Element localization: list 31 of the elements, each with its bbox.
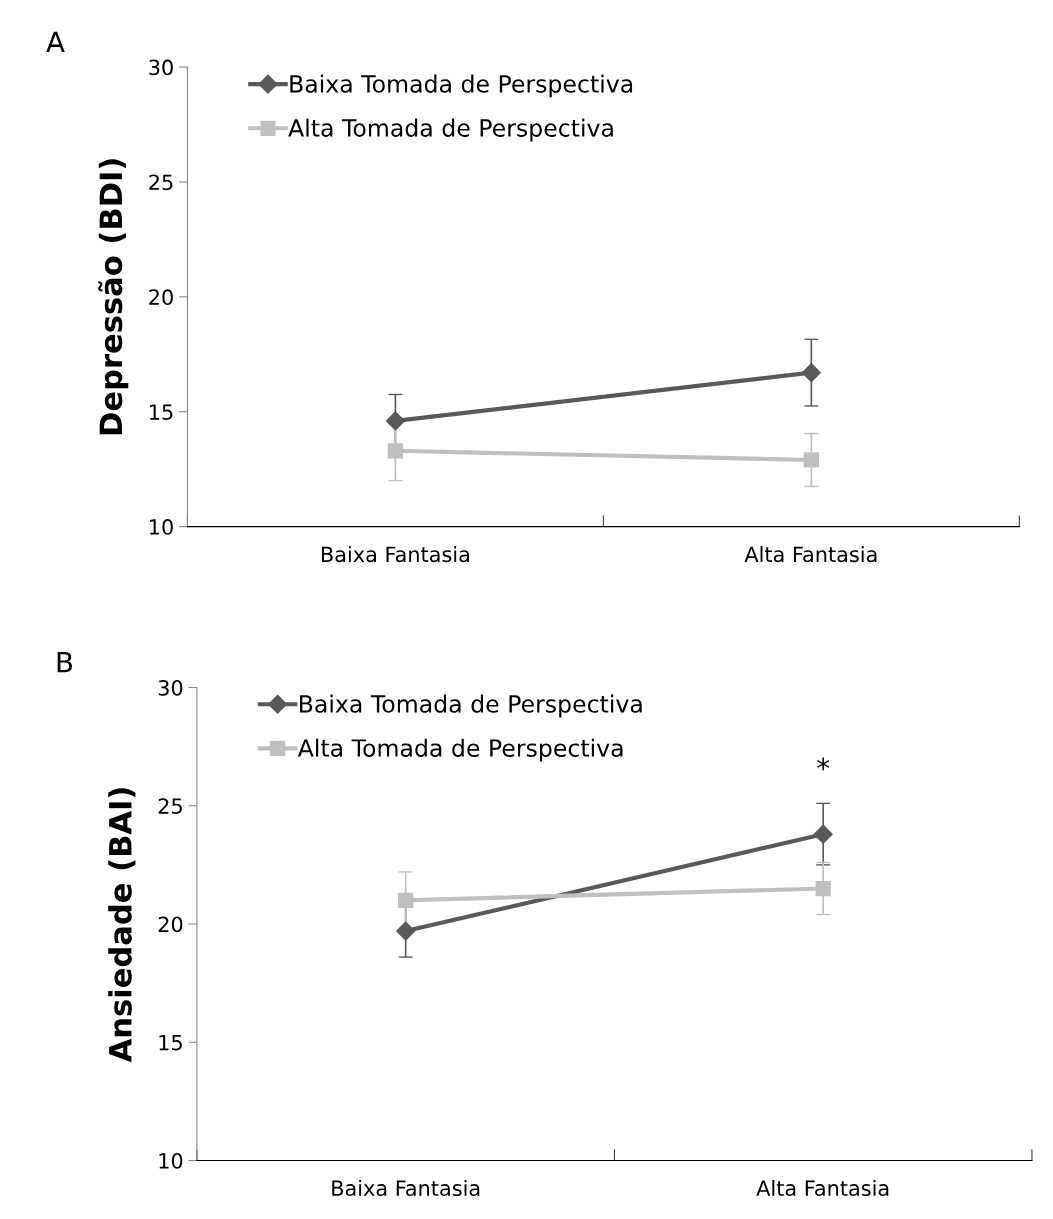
x-tick-label: Alta Fantasia bbox=[744, 546, 877, 563]
x-tick-label: Baixa Fantasia bbox=[332, 1179, 480, 1197]
point bbox=[801, 363, 821, 383]
y-tick-label: 10 bbox=[159, 1152, 183, 1169]
y-tick-label: 25 bbox=[149, 174, 173, 191]
y-tick-label: 15 bbox=[159, 1034, 182, 1051]
y-tick-label: 20 bbox=[158, 916, 183, 933]
y-tick-label: 30 bbox=[149, 59, 173, 76]
point bbox=[398, 892, 414, 908]
y-axis-title: Depressão (BDI) bbox=[98, 159, 129, 435]
y-tick-label: 20 bbox=[149, 289, 173, 306]
y-tick-label: 15 bbox=[150, 404, 173, 420]
point bbox=[813, 824, 833, 844]
legend-label: Baixa Tomada de Perspectiva bbox=[290, 74, 633, 98]
x-tick-label: Alta Fantasia bbox=[756, 1179, 889, 1197]
point bbox=[387, 443, 404, 459]
point bbox=[815, 880, 831, 897]
chart-title: A bbox=[46, 31, 65, 53]
x-tick-label: Baixa Fantasia bbox=[321, 546, 469, 563]
point bbox=[385, 411, 405, 431]
legend-label: Alta Tomada de Perspectiva bbox=[297, 738, 623, 762]
legend-label: Alta Tomada de Perspectiva bbox=[288, 118, 613, 142]
y-tick-label: 30 bbox=[158, 679, 183, 696]
point bbox=[803, 452, 819, 468]
y-tick-label: 25 bbox=[158, 798, 182, 814]
annotation: * bbox=[817, 757, 830, 771]
chart-title: B bbox=[57, 652, 73, 673]
y-tick-label: 10 bbox=[150, 519, 173, 535]
legend-label: Baixa Tomada de Perspectiva bbox=[300, 694, 642, 718]
y-axis-title: Ansiedade (BAI) bbox=[108, 788, 136, 1063]
point bbox=[396, 921, 416, 941]
